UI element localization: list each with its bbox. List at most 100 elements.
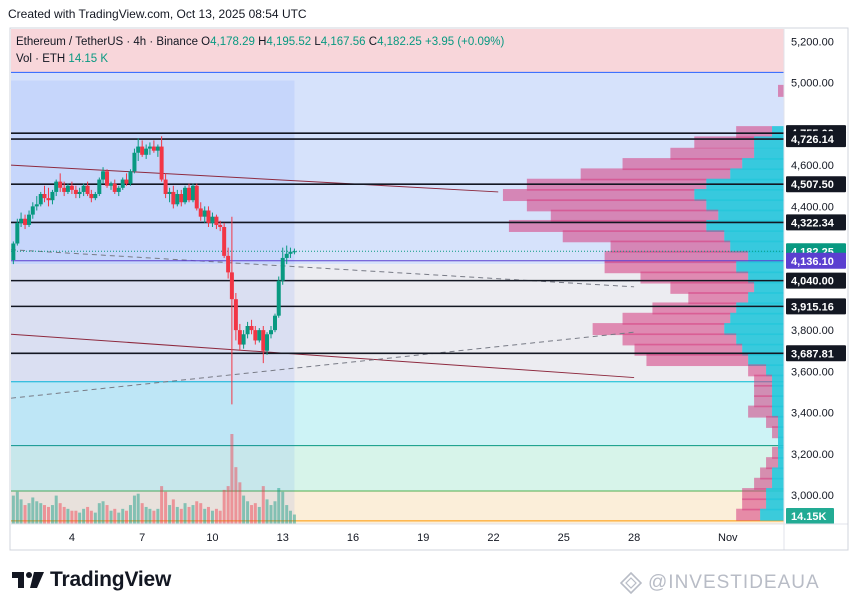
volume-profile-up-23 — [748, 354, 784, 367]
candle-body-45 — [187, 187, 192, 201]
candle-body-59 — [241, 334, 246, 345]
candle-1 — [15, 218, 20, 246]
candle-body-61 — [249, 326, 254, 331]
zone-band-5 — [11, 491, 784, 524]
candle-4 — [27, 210, 32, 227]
tradingview-logo-text: TradingView — [50, 568, 172, 591]
candle-38 — [159, 136, 164, 182]
candle-55 — [226, 247, 231, 279]
candle-body-44 — [183, 187, 188, 203]
candle-63 — [257, 328, 262, 343]
x-tick-label-3: 13 — [277, 532, 289, 544]
volume-bar-40 — [168, 505, 172, 524]
volume-profile-up-14 — [736, 261, 784, 274]
candle-body-56 — [229, 272, 234, 300]
candle-body-29 — [124, 179, 129, 184]
volume-bar-34 — [144, 506, 148, 524]
price-label-2: 4,507.50 — [791, 179, 834, 191]
price-label-bg-6 — [786, 272, 846, 289]
candle-37 — [155, 144, 160, 157]
chart-frame — [9, 27, 849, 551]
volume-profile-up-27 — [772, 395, 784, 408]
volume-profile-up-26 — [772, 384, 784, 397]
candle-3 — [23, 214, 28, 230]
candle-68 — [276, 276, 281, 318]
trendline-3 — [10, 331, 635, 399]
price-label-bg-1 — [786, 131, 846, 148]
volume-bar-61 — [250, 505, 254, 524]
candle-body-72 — [292, 251, 297, 253]
candle-body-67 — [272, 315, 277, 331]
candle-body-10 — [50, 191, 55, 201]
volume-bar-69 — [281, 491, 285, 524]
volume-bar-71 — [288, 510, 292, 524]
y-tick-label-4: 3,800.00 — [791, 325, 834, 337]
candle-body-42 — [175, 194, 180, 205]
candle-72 — [292, 248, 297, 255]
candle-66 — [269, 326, 274, 339]
candle-body-35 — [147, 146, 152, 149]
volume-profile-up-36 — [766, 488, 784, 501]
symbol-label[interactable]: Ethereum / TetherUS · 4h · Binance — [16, 36, 198, 48]
candle-body-9 — [46, 198, 51, 201]
candle-36 — [151, 140, 156, 153]
volume-profile-down-12 — [610, 240, 731, 253]
volume-profile-down-37 — [742, 498, 767, 511]
volume-profile-down-5 — [580, 168, 731, 181]
candle-58 — [237, 323, 242, 351]
volume-bar-44 — [183, 503, 187, 524]
candle-43 — [179, 189, 184, 207]
volume-bar-60 — [246, 501, 250, 524]
candle-27 — [116, 185, 121, 197]
volume-bar-29 — [124, 510, 128, 524]
tradingview-logo[interactable]: TradingView — [12, 568, 171, 592]
candle-body-24 — [105, 171, 110, 186]
candle-6 — [34, 196, 39, 211]
volume-bar-36 — [152, 510, 156, 524]
volume-bar-70 — [285, 505, 289, 524]
volume-bar-47 — [195, 501, 199, 524]
candle-44 — [183, 185, 188, 205]
volume-bar-37 — [156, 508, 160, 524]
volume-profile-down-13 — [604, 250, 749, 263]
volume-bar-8 — [42, 505, 46, 524]
volume-label[interactable]: Vol · ETH — [16, 53, 66, 65]
open-label: O — [201, 36, 211, 48]
candle-59 — [241, 330, 246, 349]
volume-value: 14.15 K — [68, 53, 109, 65]
price-label-bg-5 — [786, 252, 846, 269]
candle-56 — [229, 216, 234, 405]
volume-profile-up-37 — [766, 498, 784, 511]
zone-band-4 — [11, 445, 784, 491]
candle-body-52 — [214, 216, 219, 225]
candle-body-40 — [167, 191, 172, 194]
candle-17 — [77, 187, 82, 199]
volume-bar-15 — [70, 510, 74, 524]
candle-body-55 — [226, 255, 231, 273]
volume-bar-68 — [277, 488, 281, 524]
price-label-3: 4,322.34 — [791, 217, 835, 229]
y-tick-label-1: 5,000.00 — [791, 78, 834, 90]
volume-bar-67 — [273, 501, 277, 524]
candle-62 — [253, 326, 258, 345]
price-axis-bg — [784, 29, 848, 550]
volume-profile-up-19 — [730, 312, 784, 325]
x-tick-label-7: 25 — [558, 532, 570, 544]
candle-19 — [85, 181, 90, 197]
candle-52 — [214, 214, 219, 230]
candle-34 — [144, 144, 149, 159]
candle-10 — [50, 189, 55, 205]
volume-profile-down-35 — [754, 477, 773, 490]
candle-body-17 — [77, 191, 82, 194]
volume-profile-down-26 — [754, 384, 773, 397]
candle-body-34 — [144, 148, 149, 155]
volume-label-bg — [786, 508, 834, 524]
volume-profile-up-17 — [748, 292, 784, 305]
volume-bar-62 — [253, 503, 257, 524]
volume-profile-down-23 — [646, 354, 749, 367]
candle-body-36 — [151, 146, 156, 151]
volume-bar-16 — [74, 510, 78, 524]
candle-body-38 — [159, 146, 164, 180]
low-label: L — [314, 36, 321, 48]
